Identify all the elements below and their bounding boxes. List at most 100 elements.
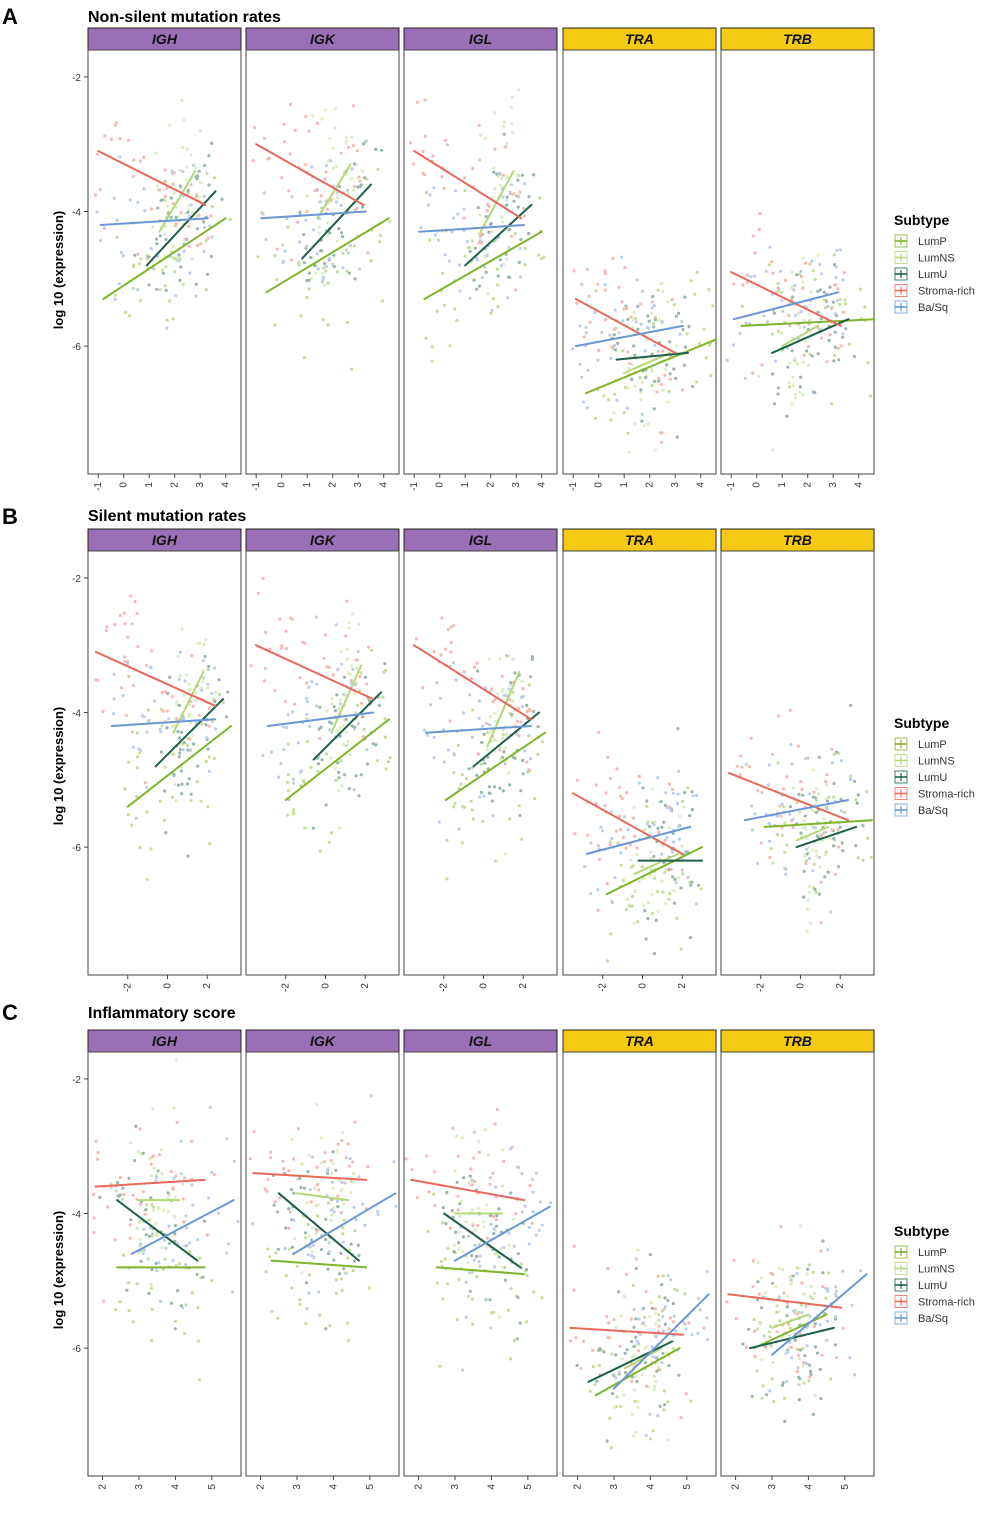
scatter-point — [516, 1165, 520, 1169]
scatter-point — [503, 1265, 507, 1269]
panel-label-a: A — [2, 4, 18, 29]
scatter-point — [355, 658, 359, 662]
scatter-point — [321, 275, 325, 280]
scatter-point — [833, 1292, 838, 1296]
scatter-point — [252, 1130, 256, 1134]
scatter-point — [473, 246, 477, 250]
scatter-point — [781, 309, 785, 313]
scatter-point — [123, 659, 127, 664]
scatter-point — [801, 286, 805, 290]
scatter-point — [171, 182, 175, 186]
scatter-point — [813, 277, 817, 281]
scatter-point — [126, 660, 130, 664]
scatter-point — [303, 1231, 308, 1235]
scatter-point — [597, 348, 601, 352]
scatter-point — [425, 733, 430, 737]
scatter-point — [622, 1393, 626, 1397]
scatter-point — [164, 237, 168, 241]
scatter-point — [508, 1357, 513, 1361]
scatter-point — [409, 141, 413, 145]
scatter-point — [651, 295, 655, 299]
scatter-point — [451, 661, 456, 665]
scatter-point — [287, 1169, 291, 1173]
scatter-point — [252, 126, 256, 130]
scatter-point — [771, 1272, 775, 1276]
scatter-point — [179, 185, 184, 190]
scatter-point — [614, 1353, 618, 1357]
scatter-point — [360, 169, 364, 173]
scatter-point — [803, 814, 807, 818]
scatter-point — [789, 1282, 793, 1286]
scatter-point — [652, 952, 657, 956]
scatter-point — [149, 247, 153, 251]
y-axis-label-b: log 10 (expression) — [51, 707, 66, 825]
scatter-point — [793, 283, 797, 288]
scatter-point — [323, 1160, 327, 1164]
scatter-point — [776, 329, 781, 333]
scatter-point — [175, 700, 179, 704]
scatter-point — [124, 310, 128, 314]
scatter-point — [496, 1252, 500, 1256]
scatter-point — [512, 199, 516, 203]
scatter-point — [519, 789, 523, 793]
scatter-point — [648, 1437, 653, 1441]
scatter-point — [751, 371, 755, 375]
scatter-point — [529, 757, 533, 761]
scatter-point — [839, 809, 843, 813]
scatter-point — [158, 188, 162, 192]
scatter-point — [209, 254, 214, 259]
scatter-point — [347, 1164, 351, 1168]
scatter-point — [660, 1309, 665, 1313]
scatter-point — [472, 1156, 476, 1160]
scatter-point — [518, 190, 522, 194]
scatter-point — [617, 1370, 621, 1374]
scatter-point — [649, 873, 653, 877]
legend-label: Stroma-rich — [918, 286, 975, 298]
scatter-point — [129, 1141, 133, 1145]
scatter-point — [697, 1296, 701, 1301]
scatter-point — [802, 818, 806, 823]
scatter-point — [155, 1176, 159, 1180]
scatter-point — [695, 270, 699, 275]
scatter-point — [769, 847, 773, 851]
scatter-point — [179, 742, 183, 747]
scatter-point — [145, 257, 149, 261]
scatter-point — [480, 232, 484, 237]
scatter-point — [818, 832, 822, 836]
scatter-point — [748, 322, 752, 326]
scatter-point — [655, 390, 659, 394]
scatter-point — [186, 188, 190, 193]
scatter-point — [186, 210, 190, 214]
scatter-point — [603, 271, 607, 276]
x-tick-label: 3 — [450, 1484, 461, 1490]
y-tick-label-b-2: -6 — [72, 843, 81, 854]
scatter-point — [463, 189, 467, 193]
scatter-point — [611, 1392, 615, 1396]
scatter-point — [805, 930, 809, 934]
scatter-point — [136, 1150, 141, 1154]
scatter-point — [689, 1399, 693, 1403]
scatter-point — [340, 1180, 344, 1184]
scatter-point — [353, 725, 357, 730]
scatter-point — [143, 781, 147, 785]
scatter-point — [669, 1278, 673, 1282]
scatter-point — [519, 275, 523, 279]
scatter-point — [527, 707, 531, 711]
scatter-point — [180, 627, 184, 631]
scatter-point — [367, 645, 371, 649]
scatter-point — [811, 269, 815, 273]
scatter-point — [663, 803, 667, 807]
scatter-point — [755, 1369, 759, 1373]
scatter-point — [509, 234, 513, 238]
scatter-point — [614, 348, 618, 352]
scatter-point — [861, 858, 865, 863]
scatter-point — [757, 1292, 762, 1296]
scatter-point — [643, 349, 647, 353]
scatter-point — [466, 1294, 470, 1298]
scatter-point — [191, 704, 195, 709]
scatter-point — [423, 98, 427, 102]
scatter-point — [483, 761, 487, 766]
scatter-point — [519, 238, 523, 242]
scatter-point — [477, 1150, 481, 1154]
scatter-point — [725, 358, 729, 362]
